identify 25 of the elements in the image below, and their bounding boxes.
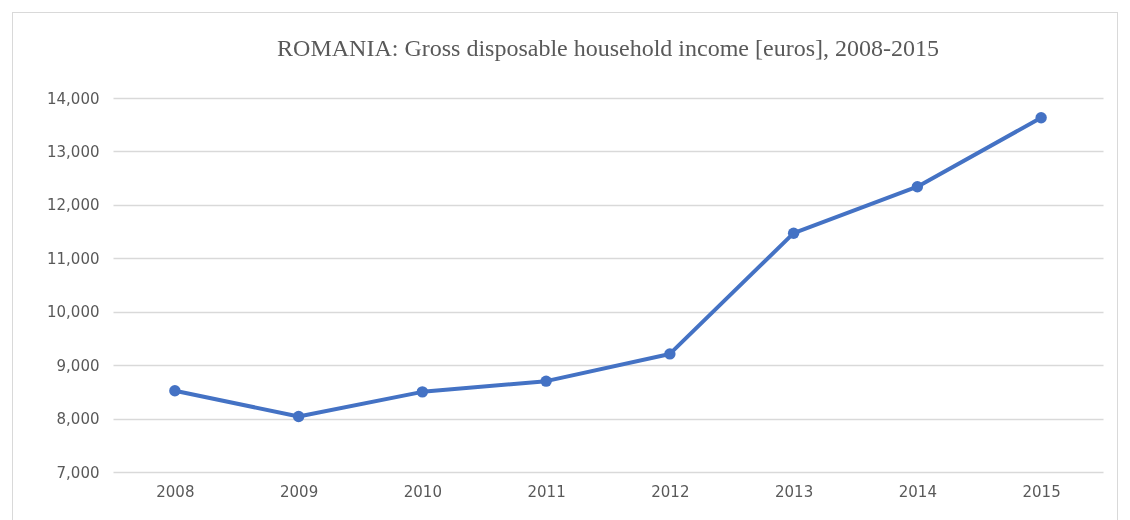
point [169, 385, 181, 397]
y-tick-label: 11,000 [47, 249, 100, 268]
x-tick-label: 2011 [527, 482, 566, 501]
x-tick-label: 2014 [898, 482, 937, 501]
point [292, 410, 305, 423]
point [787, 227, 800, 239]
y-tick-label: 8,000 [56, 410, 100, 429]
x-tick-label: 2010 [403, 482, 442, 501]
point [416, 386, 429, 398]
x-tick-label: 2015 [1022, 482, 1061, 501]
y-tick-label: 12,000 [47, 196, 100, 215]
x-tick-label: 2013 [775, 482, 814, 501]
x-tick-label: 2009 [280, 482, 319, 501]
chart-title: ROMANIA: Gross disposable household income [euros], 2008-2015 [277, 35, 939, 61]
point [540, 375, 552, 387]
point [1035, 112, 1047, 124]
y-tick-label: 9,000 [56, 356, 100, 375]
x-tick-label: 2008 [156, 482, 195, 501]
y-tick-label: 13,000 [47, 142, 100, 161]
point [911, 181, 924, 193]
x-tick-label: 2012 [651, 482, 690, 501]
y-tick-label: 14,000 [47, 89, 100, 108]
y-tick-label: 7,000 [56, 463, 100, 482]
point [664, 348, 676, 360]
y-tick-label: 10,000 [47, 303, 100, 322]
